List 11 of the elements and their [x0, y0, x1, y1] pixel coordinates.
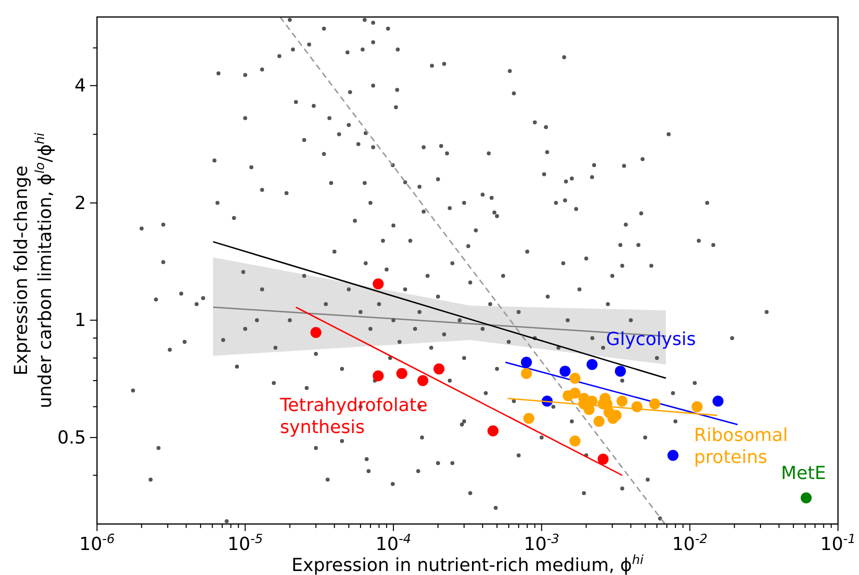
y-tick-label: 0.5 [57, 428, 86, 449]
series-label: Glycolysis [606, 329, 696, 350]
series-label: Tetrahydrofolate synthesis [279, 395, 428, 438]
series-label: MetE [781, 463, 826, 484]
y-tick-label: 1 [74, 310, 86, 332]
x-tick-label: 10$^{-1}$ [820, 530, 856, 555]
x-tick-label: 10$^{-5}$ [227, 530, 263, 555]
y-tick-label: 4 [74, 76, 86, 97]
x-tick-label: 10$^{-6}$ [79, 530, 115, 555]
y-tick-label: 2 [74, 192, 86, 214]
x-tick-label: 10$^{-2}$ [672, 530, 708, 555]
